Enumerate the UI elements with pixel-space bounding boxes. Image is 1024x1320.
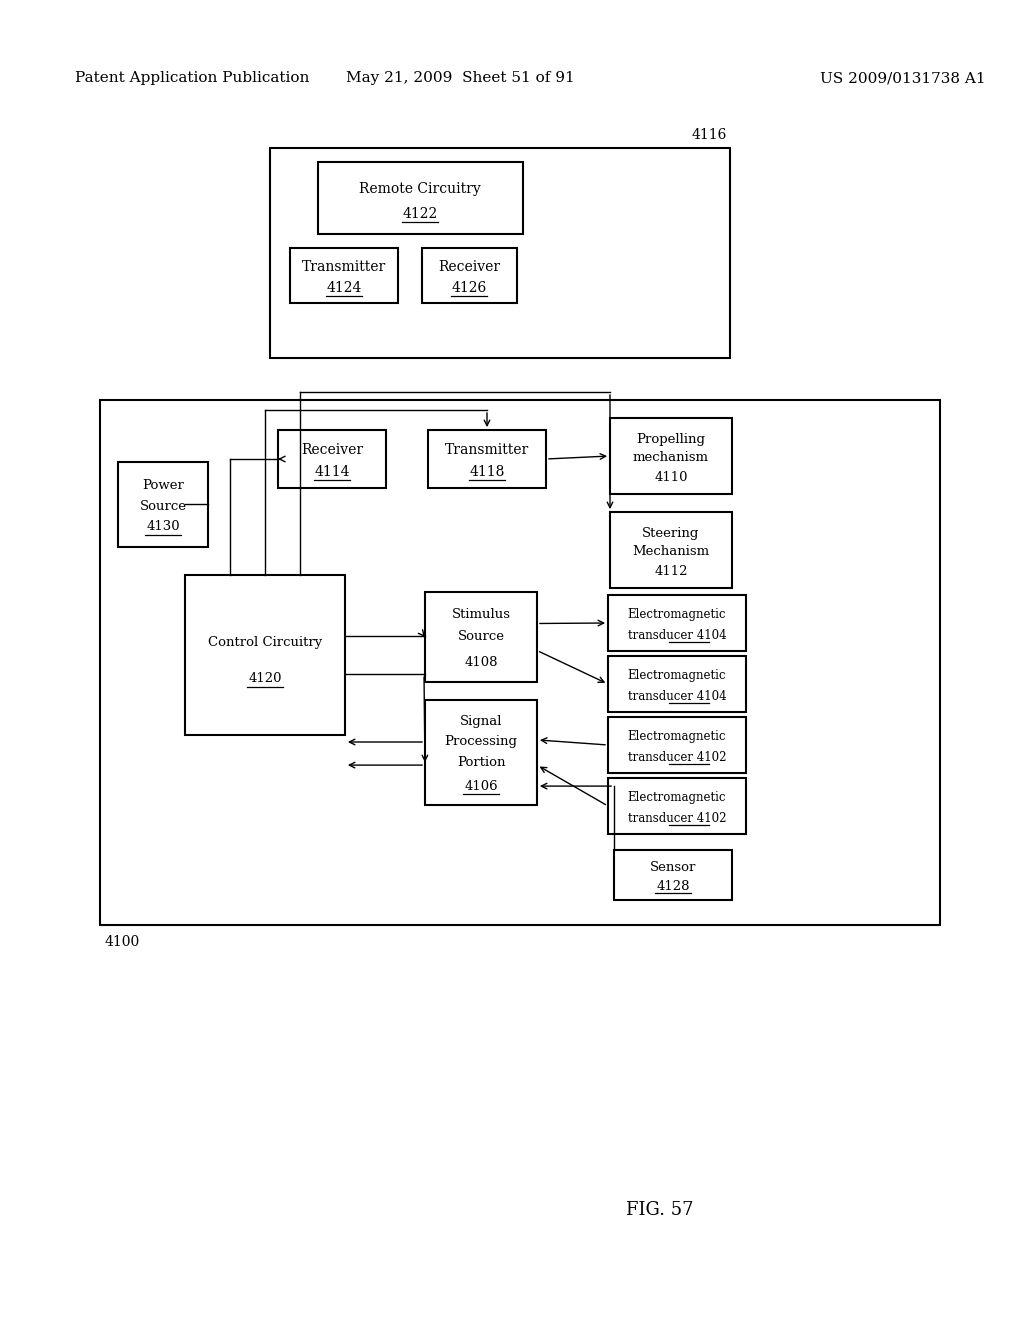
Text: 4114: 4114 [314, 465, 350, 479]
Bar [608, 656, 746, 711]
Text: Transmitter: Transmitter [302, 260, 386, 275]
Text: transducer 4104: transducer 4104 [628, 690, 726, 702]
Text: 4112: 4112 [654, 565, 688, 578]
Text: 4108: 4108 [464, 656, 498, 669]
Text: 4126: 4126 [452, 281, 486, 294]
Text: Electromagnetic: Electromagnetic [628, 730, 726, 743]
Text: mechanism: mechanism [633, 451, 709, 465]
Text: transducer 4102: transducer 4102 [628, 751, 726, 764]
Text: 4110: 4110 [654, 471, 688, 483]
Text: 4116: 4116 [691, 128, 727, 143]
Bar [425, 591, 537, 682]
Text: Stimulus: Stimulus [452, 609, 511, 620]
Text: 4122: 4122 [402, 207, 437, 220]
Text: Source: Source [139, 500, 186, 512]
Text: Electromagnetic: Electromagnetic [628, 669, 726, 682]
Text: Receiver: Receiver [438, 260, 500, 275]
Bar [185, 576, 345, 735]
Bar [610, 418, 732, 494]
Bar [614, 850, 732, 900]
Text: Mechanism: Mechanism [633, 545, 710, 558]
Bar [610, 512, 732, 587]
Text: Steering: Steering [642, 527, 699, 540]
Text: Power: Power [142, 479, 184, 492]
Text: Processing: Processing [444, 735, 517, 748]
Bar [608, 595, 746, 651]
Text: 4100: 4100 [105, 935, 140, 949]
Text: Source: Source [458, 631, 505, 644]
Text: 4120: 4120 [248, 672, 282, 685]
Text: Remote Circuitry: Remote Circuitry [359, 182, 481, 197]
Text: Control Circuitry: Control Circuitry [208, 636, 323, 648]
Text: transducer 4102: transducer 4102 [628, 812, 726, 825]
Bar [278, 430, 386, 488]
Text: Portion: Portion [457, 756, 505, 770]
Text: Receiver: Receiver [301, 444, 364, 457]
Text: Signal: Signal [460, 714, 502, 727]
Text: 4130: 4130 [146, 520, 180, 533]
Text: Transmitter: Transmitter [444, 444, 529, 457]
Text: 4106: 4106 [464, 780, 498, 792]
Text: 4118: 4118 [469, 465, 505, 479]
Text: Propelling: Propelling [637, 433, 706, 446]
Bar [100, 400, 940, 925]
Text: Electromagnetic: Electromagnetic [628, 609, 726, 622]
Text: Sensor: Sensor [650, 861, 696, 874]
Bar [118, 462, 208, 546]
Text: 4124: 4124 [327, 281, 361, 294]
Text: 4128: 4128 [656, 879, 690, 892]
Bar [270, 148, 730, 358]
Bar [318, 162, 523, 234]
Text: US 2009/0131738 A1: US 2009/0131738 A1 [820, 71, 986, 84]
Text: transducer 4104: transducer 4104 [628, 628, 726, 642]
Bar [608, 717, 746, 774]
Bar [290, 248, 398, 304]
Text: Patent Application Publication: Patent Application Publication [75, 71, 309, 84]
Text: Electromagnetic: Electromagnetic [628, 791, 726, 804]
Text: May 21, 2009  Sheet 51 of 91: May 21, 2009 Sheet 51 of 91 [346, 71, 574, 84]
Bar [428, 430, 546, 488]
Text: FIG. 57: FIG. 57 [627, 1201, 693, 1218]
Bar [608, 777, 746, 834]
Bar [425, 700, 537, 805]
Bar [422, 248, 517, 304]
